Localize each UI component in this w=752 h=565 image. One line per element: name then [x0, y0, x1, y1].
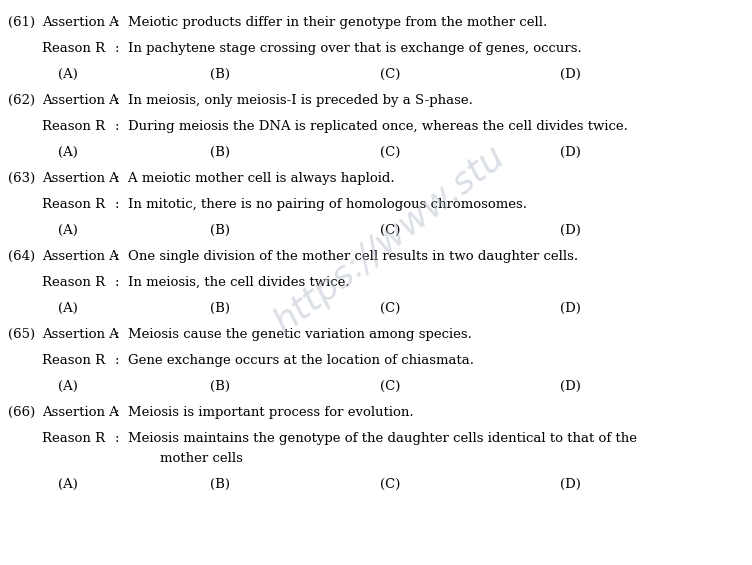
Text: Reason R: Reason R [42, 432, 105, 445]
Text: (D): (D) [560, 302, 581, 315]
Text: (D): (D) [560, 224, 581, 237]
Text: (D): (D) [560, 146, 581, 159]
Text: (B): (B) [210, 68, 230, 81]
Text: (B): (B) [210, 380, 230, 393]
Text: :  In pachytene stage crossing over that is exchange of genes, occurs.: : In pachytene stage crossing over that … [115, 42, 582, 55]
Text: (C): (C) [380, 478, 400, 491]
Text: (C): (C) [380, 68, 400, 81]
Text: (62): (62) [8, 94, 35, 107]
Text: Assertion A: Assertion A [42, 406, 119, 419]
Text: Reason R: Reason R [42, 354, 105, 367]
Text: (61): (61) [8, 16, 35, 29]
Text: (64): (64) [8, 250, 35, 263]
Text: (C): (C) [380, 224, 400, 237]
Text: (66): (66) [8, 406, 35, 419]
Text: (C): (C) [380, 380, 400, 393]
Text: (D): (D) [560, 68, 581, 81]
Text: (A): (A) [58, 68, 78, 81]
Text: Assertion A: Assertion A [42, 250, 119, 263]
Text: :  Gene exchange occurs at the location of chiasmata.: : Gene exchange occurs at the location o… [115, 354, 474, 367]
Text: (C): (C) [380, 146, 400, 159]
Text: (D): (D) [560, 478, 581, 491]
Text: (D): (D) [560, 380, 581, 393]
Text: :  Meiotic products differ in their genotype from the mother cell.: : Meiotic products differ in their genot… [115, 16, 547, 29]
Text: Reason R: Reason R [42, 198, 105, 211]
Text: (B): (B) [210, 224, 230, 237]
Text: (A): (A) [58, 380, 78, 393]
Text: (63): (63) [8, 172, 35, 185]
Text: :  During meiosis the DNA is replicated once, whereas the cell divides twice.: : During meiosis the DNA is replicated o… [115, 120, 628, 133]
Text: (C): (C) [380, 302, 400, 315]
Text: (B): (B) [210, 146, 230, 159]
Text: (B): (B) [210, 478, 230, 491]
Text: :  One single division of the mother cell results in two daughter cells.: : One single division of the mother cell… [115, 250, 578, 263]
Text: Reason R: Reason R [42, 276, 105, 289]
Text: Assertion A: Assertion A [42, 94, 119, 107]
Text: :  Meiosis maintains the genotype of the daughter cells identical to that of the: : Meiosis maintains the genotype of the … [115, 432, 637, 445]
Text: Assertion A: Assertion A [42, 16, 119, 29]
Text: Reason R: Reason R [42, 120, 105, 133]
Text: :  In mitotic, there is no pairing of homologous chromosomes.: : In mitotic, there is no pairing of hom… [115, 198, 527, 211]
Text: (A): (A) [58, 478, 78, 491]
Text: (65): (65) [8, 328, 35, 341]
Text: :  In meiosis, the cell divides twice.: : In meiosis, the cell divides twice. [115, 276, 350, 289]
Text: (A): (A) [58, 224, 78, 237]
Text: :  Meiosis cause the genetic variation among species.: : Meiosis cause the genetic variation am… [115, 328, 472, 341]
Text: (A): (A) [58, 302, 78, 315]
Text: Reason R: Reason R [42, 42, 105, 55]
Text: https://www.stu: https://www.stu [268, 140, 512, 341]
Text: (A): (A) [58, 146, 78, 159]
Text: (B): (B) [210, 302, 230, 315]
Text: :  In meiosis, only meiosis-I is preceded by a S-phase.: : In meiosis, only meiosis-I is preceded… [115, 94, 473, 107]
Text: Assertion A: Assertion A [42, 172, 119, 185]
Text: :  A meiotic mother cell is always haploid.: : A meiotic mother cell is always haploi… [115, 172, 395, 185]
Text: :  Meiosis is important process for evolution.: : Meiosis is important process for evolu… [115, 406, 414, 419]
Text: mother cells: mother cells [160, 452, 243, 465]
Text: Assertion A: Assertion A [42, 328, 119, 341]
